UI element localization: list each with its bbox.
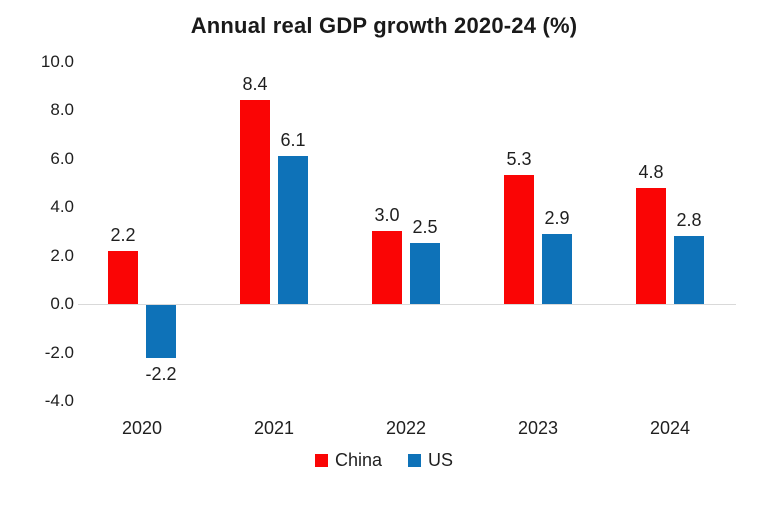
x-axis-label-2022: 2022 [385,418,427,438]
legend: China US [0,451,768,469]
x-axis-label-2023: 2023 [517,418,559,438]
chart-title: Annual real GDP growth 2020-24 (%) [190,13,578,38]
legend-label-us: US [428,450,454,470]
y-axis-tick-label: 2.0 [50,245,74,265]
bar-china-2020 [108,250,138,304]
y-axis-tick-label: -2.0 [44,342,74,362]
data-label-china-2021: 8.4 [242,74,268,95]
legend-swatch-us [408,453,421,467]
data-label-us-2023: 2.9 [544,207,570,228]
x-axis-label-2024: 2024 [649,418,691,438]
y-axis-tick-label: 10.0 [40,51,74,71]
legend-swatch-china [314,453,328,467]
data-label-us-2020: -2.2 [145,364,177,385]
data-label-china-2023: 5.3 [506,149,532,170]
legend-item-us: US [408,451,453,469]
bar-china-2022 [372,231,402,304]
data-label-china-2022: 3.0 [374,205,400,226]
bar-us-2022 [410,243,440,304]
y-axis-tick-label: -4.0 [44,391,74,410]
x-axis-label-2021: 2021 [253,418,295,438]
y-axis-tick-label: 8.0 [50,100,74,119]
bar-china-2023 [504,175,534,304]
data-label-us-2022: 2.5 [412,217,438,238]
y-axis-tick-label: 6.0 [50,148,74,168]
legend-item-china: China [314,450,382,470]
data-label-china-2020: 2.2 [110,224,136,245]
legend-label-china: China [334,450,382,470]
bar-us-2020 [146,305,176,359]
bar-us-2024 [674,236,704,304]
data-label-us-2021: 6.1 [280,130,306,151]
bar-us-2021 [278,156,308,304]
data-label-us-2024: 2.8 [676,210,702,231]
bar-china-2021 [240,100,270,304]
y-axis-tick-label: 0.0 [50,294,74,313]
bar-china-2024 [636,187,666,304]
data-label-china-2024: 4.8 [638,161,664,182]
zero-gridline [78,304,736,305]
bar-us-2023 [542,233,572,304]
y-axis-tick-label: 4.0 [50,197,74,216]
x-axis-label-2020: 2020 [121,418,163,438]
